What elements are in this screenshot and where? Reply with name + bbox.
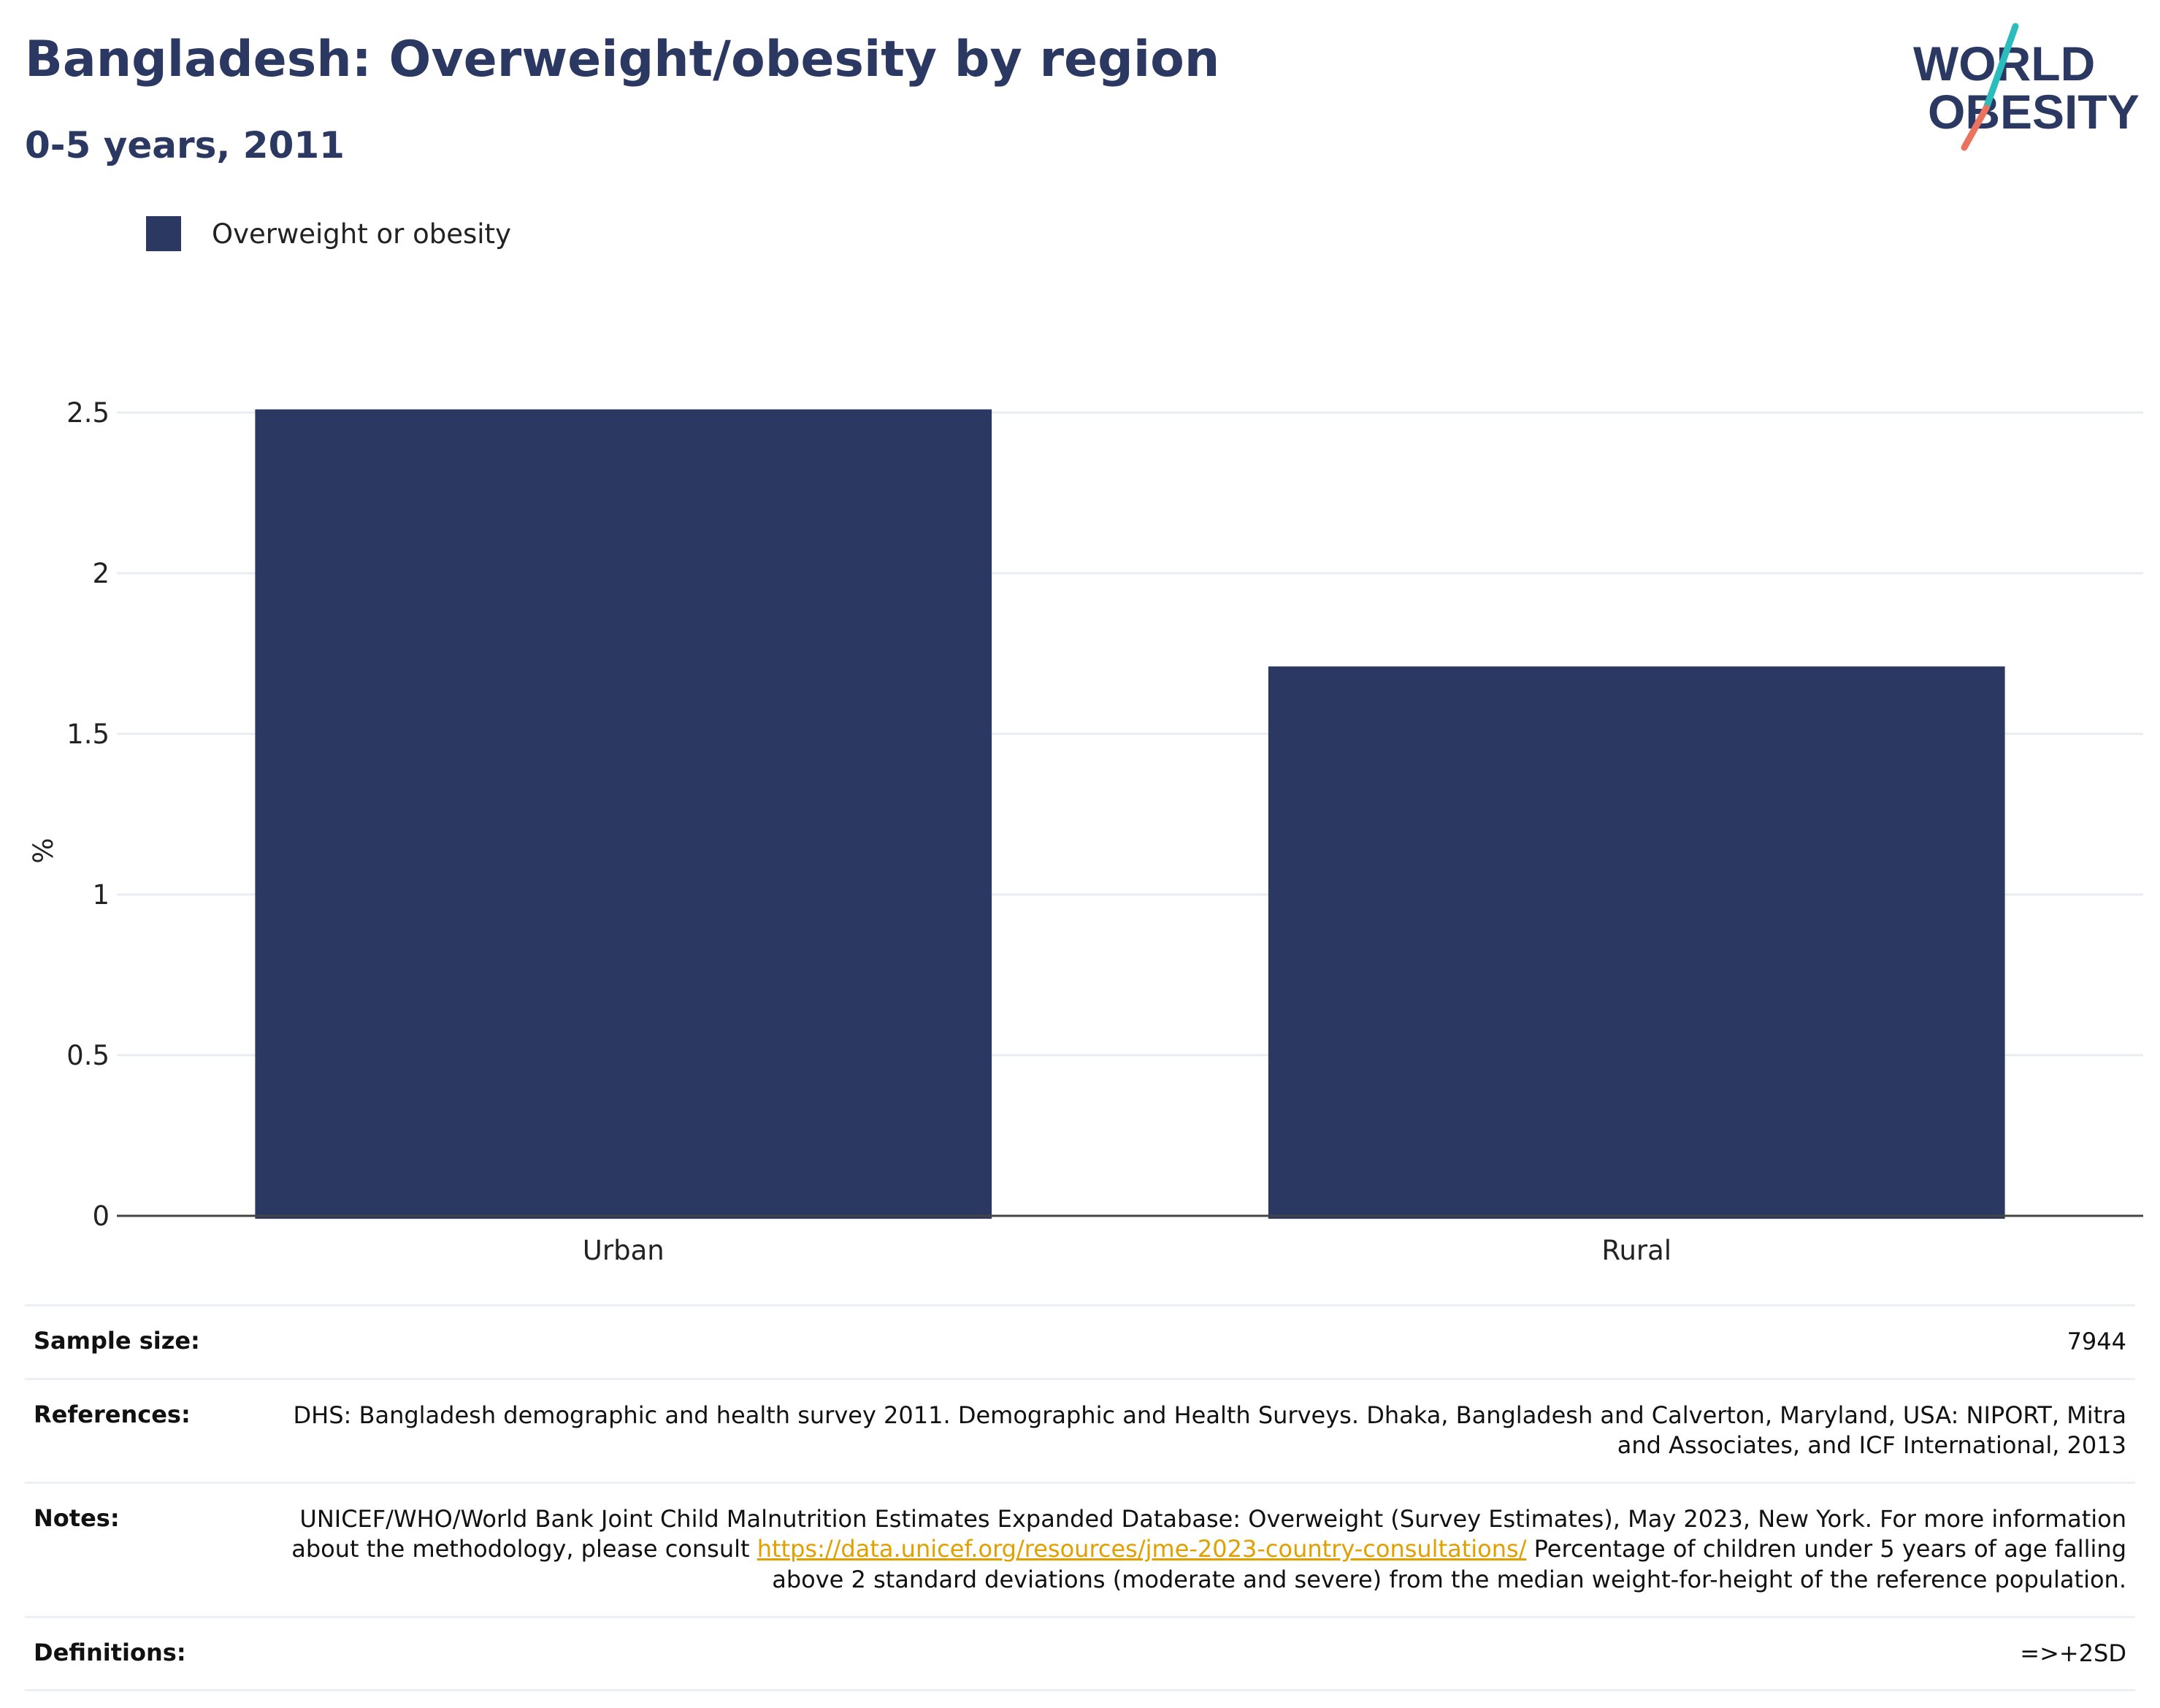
notes-text: UNICEF/WHO/World Bank Joint Child Malnut… bbox=[291, 1504, 2126, 1563]
notes-link[interactable]: https://data.unicef.org/resources/jme-20… bbox=[757, 1535, 1527, 1563]
x-tick-label: Rural bbox=[1601, 1235, 1671, 1266]
info-row-references: References: DHS: Bangladesh demographic … bbox=[25, 1377, 2135, 1482]
sample-size-label: Sample size: bbox=[34, 1327, 200, 1355]
references-label: References: bbox=[34, 1400, 191, 1428]
y-tick-label: 1.5 bbox=[66, 719, 110, 750]
info-row-definitions: Definitions: =>+2SD bbox=[25, 1615, 2135, 1692]
y-tick-label: 2.5 bbox=[66, 397, 110, 429]
notes-label: Notes: bbox=[34, 1504, 120, 1532]
definitions-value: =>+2SD bbox=[2020, 1639, 2126, 1667]
notes-value: UNICEF/WHO/World Bank Joint Child Malnut… bbox=[253, 1504, 2126, 1596]
info-row-notes: Notes: UNICEF/WHO/World Bank Joint Child… bbox=[25, 1481, 2135, 1616]
legend-swatch bbox=[146, 216, 181, 251]
y-tick-label: 0.5 bbox=[66, 1040, 110, 1071]
world-obesity-logo: WORLD OBESITY bbox=[1906, 22, 2147, 153]
bar bbox=[1268, 666, 2005, 1219]
info-row-sample-size: Sample size: 7944 bbox=[25, 1304, 2135, 1378]
references-value: DHS: Bangladesh demographic and health s… bbox=[293, 1401, 2126, 1460]
legend-label: Overweight or obesity bbox=[212, 218, 511, 250]
page-title: Bangladesh: Overweight/obesity by region bbox=[25, 31, 1220, 88]
y-tick-label: 2 bbox=[92, 558, 110, 589]
page-subtitle: 0-5 years, 2011 bbox=[25, 124, 345, 166]
bar bbox=[255, 409, 992, 1219]
definitions-label: Definitions: bbox=[34, 1638, 186, 1666]
y-tick-label: 0 bbox=[92, 1200, 110, 1232]
info-table: Sample size: 7944 References: DHS: Bangl… bbox=[25, 1304, 2135, 1692]
x-tick-label: Urban bbox=[583, 1235, 665, 1266]
chart-legend: Overweight or obesity bbox=[146, 216, 511, 251]
logo-line-2: OBESITY bbox=[1928, 85, 2140, 139]
bar-chart: 0 0.5 1 1.5 2 2.5 Urban Rural% bbox=[28, 397, 2143, 1266]
y-tick-label: 1 bbox=[92, 879, 110, 911]
y-axis-label: % bbox=[28, 838, 59, 863]
notes-text-continued: Percentage of children under 5 years of … bbox=[772, 1535, 2126, 1593]
sample-size-value: 7944 bbox=[2067, 1328, 2126, 1355]
